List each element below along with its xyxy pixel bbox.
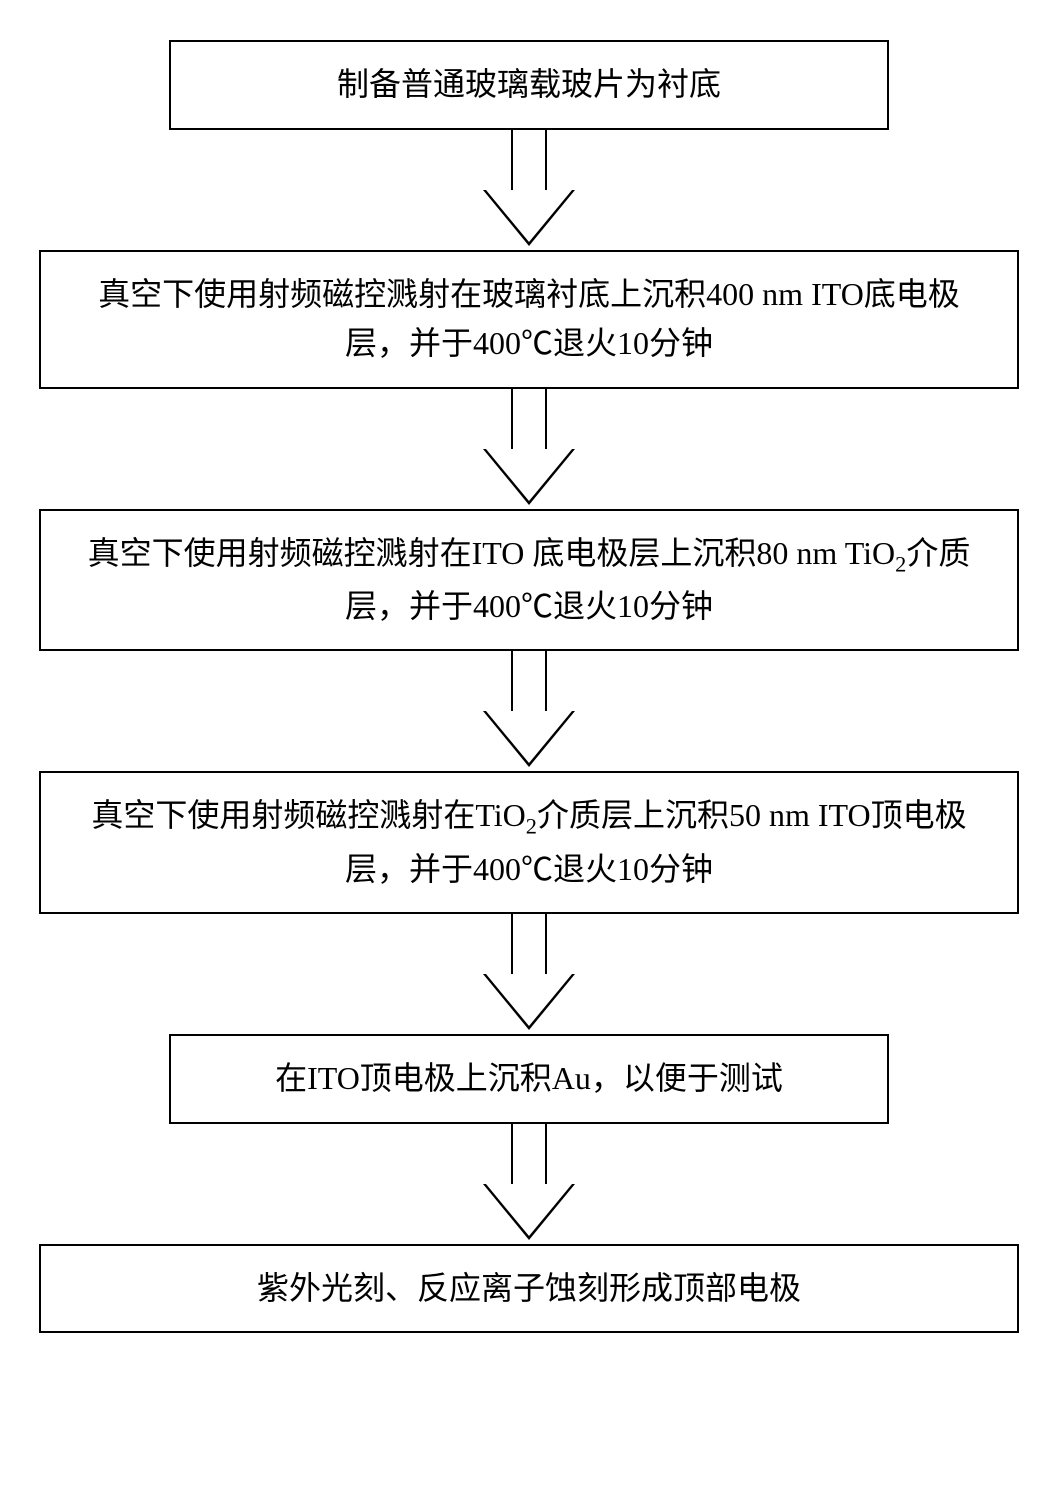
flow-step-5-text: 在ITO顶电极上沉积Au，以便于测试 (275, 1054, 783, 1104)
flow-step-2-text: 真空下使用射频磁控溅射在玻璃衬底上沉积400 nm ITO底电极层，并于400℃… (71, 270, 987, 369)
flow-step-4-text: 真空下使用射频磁控溅射在TiO2介质层上沉积50 nm ITO顶电极层，并于40… (71, 791, 987, 894)
flow-step-2: 真空下使用射频磁控溅射在玻璃衬底上沉积400 nm ITO底电极层，并于400℃… (39, 250, 1019, 389)
flow-arrow-4 (483, 914, 575, 1034)
flow-step-1: 制备普通玻璃载玻片为衬底 (169, 40, 889, 130)
flow-step-6: 紫外光刻、反应离子蚀刻形成顶部电极 (39, 1244, 1019, 1334)
flow-step-5: 在ITO顶电极上沉积Au，以便于测试 (169, 1034, 889, 1124)
flow-step-3: 真空下使用射频磁控溅射在ITO 底电极层上沉积80 nm TiO2介质层，并于4… (39, 509, 1019, 652)
flowchart-container: 制备普通玻璃载玻片为衬底 真空下使用射频磁控溅射在玻璃衬底上沉积400 nm I… (0, 40, 1058, 1333)
flow-step-3-text: 真空下使用射频磁控溅射在ITO 底电极层上沉积80 nm TiO2介质层，并于4… (71, 529, 987, 632)
flow-step-6-text: 紫外光刻、反应离子蚀刻形成顶部电极 (257, 1264, 801, 1314)
flow-arrow-2 (483, 389, 575, 509)
flow-arrow-3 (483, 651, 575, 771)
flow-step-1-text: 制备普通玻璃载玻片为衬底 (337, 60, 721, 110)
flow-arrow-5 (483, 1124, 575, 1244)
flow-arrow-1 (483, 130, 575, 250)
flow-step-4: 真空下使用射频磁控溅射在TiO2介质层上沉积50 nm ITO顶电极层，并于40… (39, 771, 1019, 914)
